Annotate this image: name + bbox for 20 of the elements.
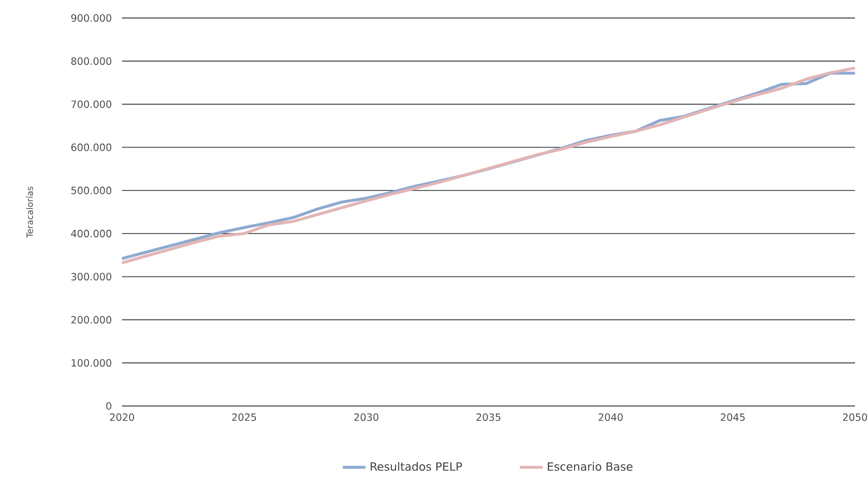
y-tick-label: 200.000: [71, 316, 112, 324]
y-tick-label: 500.000: [71, 186, 112, 194]
y-axis-title: Teracalorías: [26, 186, 34, 238]
x-tick-label: 2030: [354, 413, 378, 421]
x-tick-label: 2025: [232, 413, 256, 421]
x-tick-label: 2040: [598, 413, 623, 421]
y-tick-label: 900.000: [71, 14, 112, 22]
y-tick-label: 300.000: [71, 272, 112, 280]
x-tick-label: 2045: [720, 413, 745, 421]
legend-label: Resultados PELP: [370, 462, 462, 471]
y-tick-label: 800.000: [71, 57, 112, 65]
y-tick-label: 600.000: [71, 144, 112, 152]
y-tick-label: 100.000: [72, 359, 112, 367]
x-tick-label: 2020: [110, 413, 134, 421]
y-tick-label: 700.000: [71, 100, 112, 108]
y-tick-label: 0: [106, 402, 112, 410]
legend-label: Escenario Base: [548, 462, 632, 471]
y-tick-label: 400.000: [71, 230, 112, 238]
x-tick-label: 2035: [476, 413, 500, 421]
x-tick-label: 2050: [843, 413, 867, 421]
